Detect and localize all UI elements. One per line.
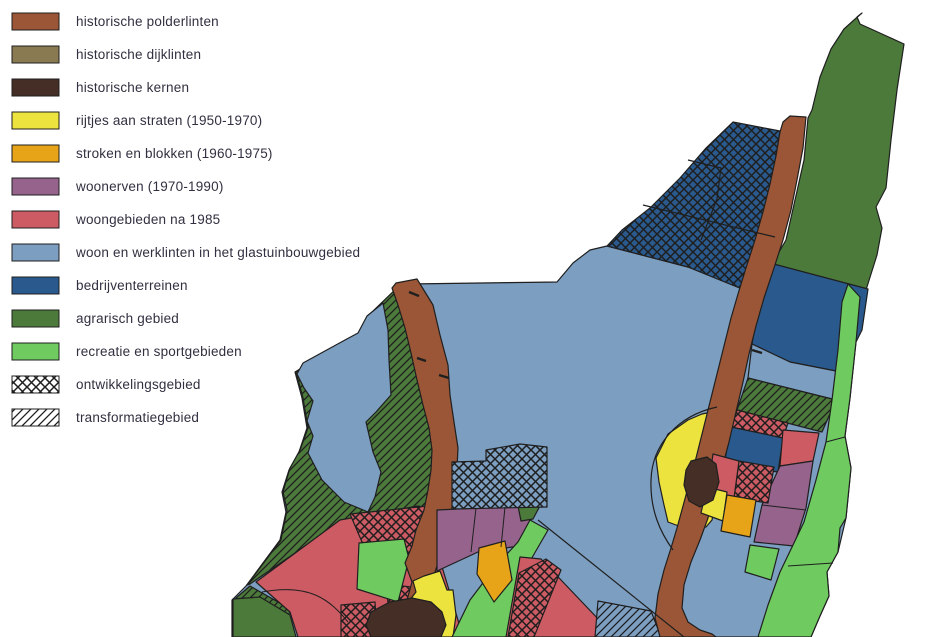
line-ribbon-tick-2	[416, 356, 427, 363]
legend-item-polderlinten: historische polderlinten	[11, 12, 219, 31]
region-blocks-orange-center	[476, 540, 513, 603]
line-woonerven-east-div	[761, 504, 807, 511]
region-agri-wedge-southwest	[232, 596, 297, 637]
line-housing-sw-stream	[261, 589, 349, 623]
legend-item-recreatie: recreatie en sportgebieden	[11, 342, 242, 361]
legend-swatch-agrarisch	[11, 309, 60, 328]
legend-swatch-polderlinten	[11, 12, 60, 31]
region-blocks-orange-east	[720, 494, 757, 538]
line-recreation-strip-div-1	[825, 436, 846, 443]
legend-label-rijtjes: rijtjes aan straten (1950-1970)	[76, 113, 262, 128]
legend-swatch-kernen	[11, 78, 60, 97]
legend-label-dijklinten: historische dijklinten	[76, 47, 201, 62]
region-recreation-inner-east	[744, 544, 780, 581]
legend-label-recreatie: recreatie en sportgebieden	[76, 344, 242, 359]
legend-label-kernen: historische kernen	[76, 80, 189, 95]
legend-label-woonerven: woonerven (1970-1990)	[75, 179, 224, 194]
legend-item-stroken: stroken en blokken (1960-1975)	[11, 144, 273, 163]
region-glass-blob-west	[296, 302, 392, 513]
legend-item-woongebieden: woongebieden na 1985	[11, 210, 220, 229]
line-ribbon-tick-4	[751, 348, 763, 355]
region-transform-patch-south-overlay-diagonal	[595, 601, 661, 637]
line-ne-division-2	[687, 159, 722, 241]
legend-item-woonerven: woonerven (1970-1990)	[11, 177, 224, 196]
region-development-east-2-overlay-crosshatch	[734, 461, 774, 503]
region-development-band-east-overlay-crosshatch	[731, 410, 788, 438]
legend-label-agrarisch: agrarisch gebied	[76, 311, 179, 326]
legend-swatch-recreatie	[11, 342, 60, 361]
line-woonerven-center-div-2	[500, 506, 506, 548]
legend-label-ontwikkeling: ontwikkelingsgebied	[76, 377, 201, 392]
legend-swatch-dijklinten	[11, 45, 60, 64]
region-business-development-north-overlay-crosshatch	[607, 122, 780, 289]
legend-item-ontwikkeling: ontwikkelingsgebied	[11, 375, 201, 394]
legend-item-rijtjes: rijtjes aan straten (1950-1970)	[11, 111, 262, 130]
legend-label-stroken: stroken en blokken (1960-1975)	[76, 146, 273, 161]
line-ribbon-tick-1	[408, 290, 420, 298]
region-historic-core-west	[365, 597, 447, 637]
region-development-center-d-overlay-crosshatch	[508, 559, 561, 637]
legend-label-bedrijven: bedrijventerreinen	[76, 278, 188, 293]
legend-item-dijklinten: historische dijklinten	[11, 45, 201, 64]
region-polder-ribbon-east	[654, 115, 807, 637]
line-enclave-channel-line	[650, 406, 718, 551]
map-regions	[231, 12, 905, 637]
legend-swatch-ontwikkeling-pattern	[12, 376, 59, 393]
legend-swatch-rijtjes	[11, 111, 60, 130]
legend-swatch-woongebieden	[11, 210, 60, 229]
region-development-center-block-overlay-crosshatch	[452, 444, 547, 509]
line-woonerven-center-div-1	[470, 507, 477, 553]
legend-item-bedrijven: bedrijventerreinen	[11, 276, 188, 295]
legend-label-woonwerk: woon en werklinten in het glastuinbouwge…	[75, 245, 360, 260]
region-recreation-strip-east	[757, 283, 861, 637]
legend-label-transformatie: transformatiegebied	[76, 410, 199, 425]
region-recreation-parallelogram	[356, 538, 410, 603]
legend: historische polderlinten historische dijk…	[11, 12, 360, 427]
legend-item-agrarisch: agrarisch gebied	[11, 309, 179, 328]
legend-swatch-stroken	[11, 144, 60, 163]
legend-item-kernen: historische kernen	[11, 78, 189, 97]
line-long-diagonal-line	[537, 519, 685, 637]
legend-swatch-bedrijven	[11, 276, 60, 295]
legend-item-transformatie: transformatiegebied	[11, 408, 199, 427]
line-recreation-strip-div-2	[787, 562, 834, 567]
legend-swatch-woonwerk	[11, 243, 60, 262]
legend-label-woongebieden: woongebieden na 1985	[75, 212, 220, 227]
map-boundary-lines	[261, 159, 846, 637]
legend-swatch-transformatie-pattern	[12, 409, 59, 426]
legend-item-woonwerk: woon en werklinten in het glastuinbouwge…	[11, 243, 360, 262]
region-agri-transform-east-overlay-diagonal	[737, 378, 836, 432]
line-ribbon-tick-3	[438, 373, 450, 380]
region-historic-core-east	[683, 456, 720, 508]
legend-swatch-woonerven	[11, 177, 60, 196]
legend-label-polderlinten: historische polderlinten	[76, 14, 219, 29]
